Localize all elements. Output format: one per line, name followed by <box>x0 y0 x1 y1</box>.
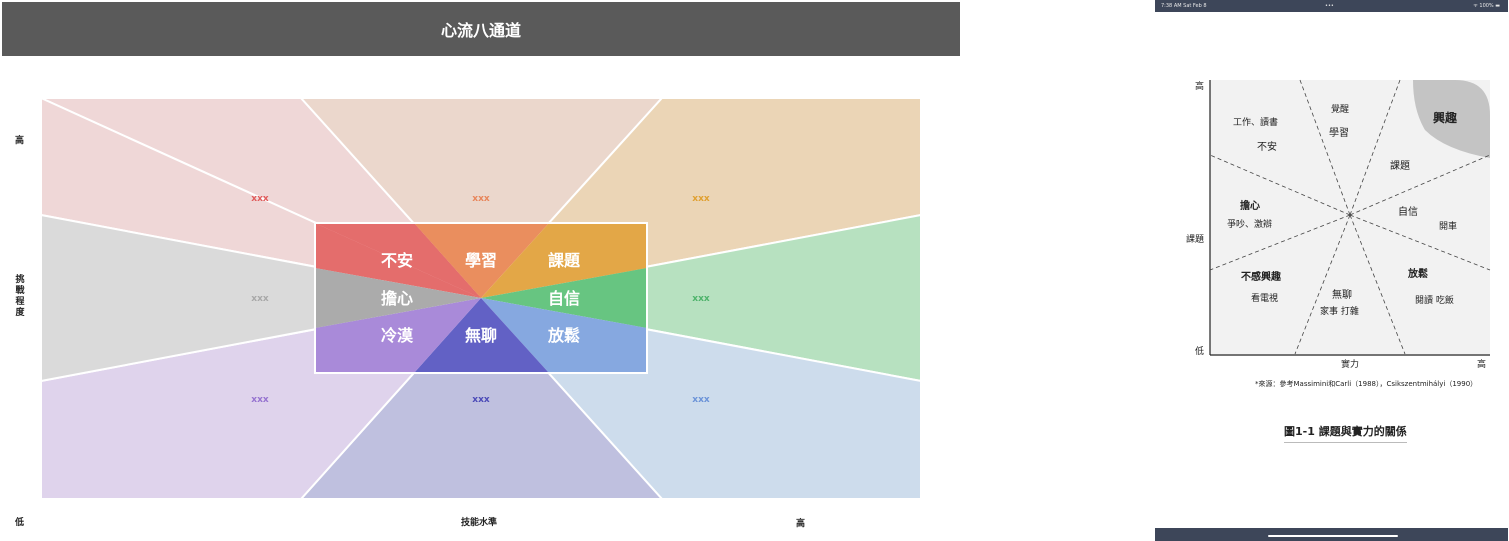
figure-caption: 圖1-1 課題與實力的關係 <box>1284 423 1407 443</box>
mini-y-low: 低 <box>1195 347 1205 357</box>
region-worry-sub: 爭吵、激辯 <box>1227 220 1273 230</box>
interest-region <box>1413 80 1490 158</box>
status-time: 7:38 AM Sat Feb 8 <box>1161 3 1207 9</box>
core-label-anxiety: 不安 <box>381 251 413 270</box>
region-interest: 興趣 <box>1433 111 1458 125</box>
region-challenge: 課題 <box>1390 161 1410 172</box>
y-axis-title: 挑戰程度 <box>15 275 25 318</box>
mini-y-high: 高 <box>1195 82 1205 92</box>
core-segment-challenge <box>481 223 647 298</box>
zone-placeholder-confidence: xxx <box>692 294 710 304</box>
core-label-boredom: 無聊 <box>465 326 497 345</box>
zone-placeholder-anxiety: xxx <box>251 194 269 204</box>
more-dots-icon[interactable]: ••• <box>1325 3 1334 9</box>
region-confidence: 自信 <box>1398 207 1418 218</box>
region-anxiety-sub: 工作、讀書 <box>1233 118 1279 128</box>
zone-placeholder-challenge: xxx <box>692 194 710 204</box>
x-axis-high-label: 高 <box>796 519 806 529</box>
core-segment-relax <box>481 298 647 373</box>
core-segment-confidence <box>481 268 647 328</box>
zone-placeholder-worry: xxx <box>251 294 269 304</box>
y-axis-high-label: 高 <box>15 136 25 146</box>
core-segment-worry <box>315 268 481 328</box>
y-axis-low-label: 低 <box>15 518 25 528</box>
zone-placeholder-relax: xxx <box>692 395 710 405</box>
region-learning: 學習 <box>1329 128 1349 139</box>
region-relax-sub: 閱讀 吃飯 <box>1415 296 1454 306</box>
core-segment-learning <box>414 223 549 298</box>
region-anxiety: 不安 <box>1257 142 1277 153</box>
region-boredom-sub: 家事 打雜 <box>1320 307 1359 317</box>
mini-x-mid: 實力 <box>1341 360 1360 370</box>
core-label-relax: 放鬆 <box>547 326 580 345</box>
home-indicator[interactable] <box>1268 535 1398 537</box>
zone-placeholder-boredom: xxx <box>472 395 490 405</box>
mini-dashed-lines <box>1209 79 1491 355</box>
region-confidence-sub: 開車 <box>1439 222 1458 232</box>
zone-wedge-worry <box>40 213 482 383</box>
core-label-confidence: 自信 <box>548 289 580 308</box>
core-label-challenge: 課題 <box>548 251 581 270</box>
core-segment-anxiety-side <box>315 223 481 298</box>
reference-phone-screenshot: 7:38 AM Sat Feb 8 ••• ᯤ 100% ▬ 高 課題 低 實力… <box>1155 0 1508 541</box>
diagram-title-bar: 心流八通道 <box>2 2 960 56</box>
core-frame <box>314 222 648 374</box>
core-label-learning: 學習 <box>465 251 497 270</box>
x-axis-title: 技能水準 <box>461 518 498 528</box>
core-label-worry: 擔心 <box>381 289 413 308</box>
core-segment-apathy <box>315 298 481 373</box>
region-awake: 覺醒 <box>1331 105 1350 115</box>
core-label-apathy: 冷漠 <box>381 326 414 345</box>
mini-x-high: 高 <box>1477 360 1487 370</box>
home-bar <box>1155 528 1508 541</box>
flow-eight-channel-diagram: xxx xxx xxx xxx xxx xxx xxx xxx 不安 學習 課題… <box>40 96 922 500</box>
source-note: *來源：參考Massimini和Carli（1988），Csikszentmih… <box>1255 380 1478 388</box>
region-boredom: 無聊 <box>1332 290 1352 301</box>
zone-placeholder-learning: xxx <box>472 194 490 204</box>
region-relax: 放鬆 <box>1408 269 1428 280</box>
status-bar: 7:38 AM Sat Feb 8 ••• ᯤ 100% ▬ <box>1155 0 1508 12</box>
region-worry: 擔心 <box>1240 201 1260 212</box>
core-segment-boredom <box>414 298 549 373</box>
mini-y-mid: 課題 <box>1186 235 1205 245</box>
region-apathy-sub: 看電視 <box>1251 294 1279 304</box>
zone-placeholder-apathy: xxx <box>251 395 269 405</box>
diagram-title: 心流八通道 <box>440 21 521 40</box>
region-apathy: 不感興趣 <box>1241 272 1281 283</box>
mini-flow-chart <box>1209 79 1491 356</box>
battery-icon: ᯤ 100% ▬ <box>1473 3 1500 9</box>
